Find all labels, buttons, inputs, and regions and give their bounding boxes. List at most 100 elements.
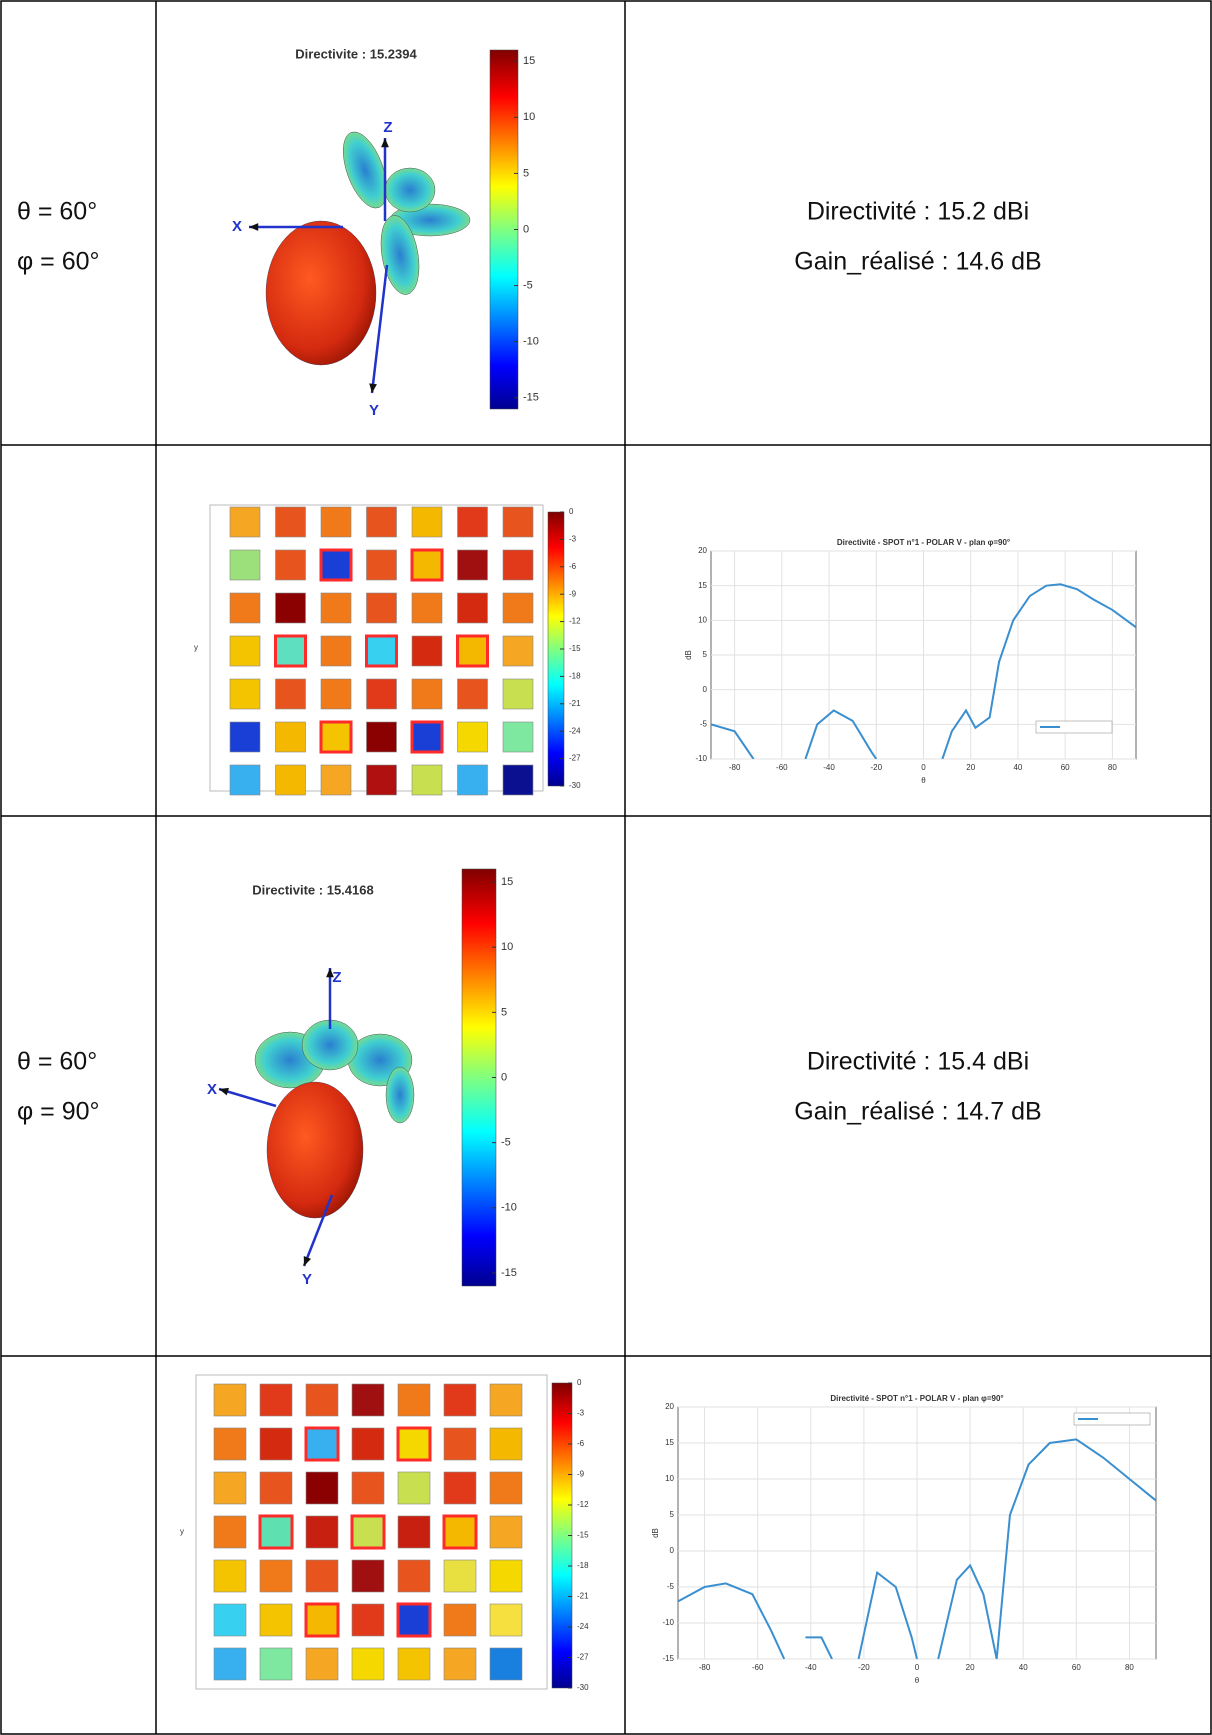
pattern-title: Directivite : 15.4168 xyxy=(252,882,373,897)
colorbar-tick-label: -6 xyxy=(577,1439,585,1448)
array-element xyxy=(443,1559,477,1593)
array-element xyxy=(304,1602,340,1638)
array-element xyxy=(502,549,534,581)
array-element xyxy=(229,549,261,581)
array-element xyxy=(443,1471,477,1505)
map-y-label: y xyxy=(194,643,198,652)
colorbar-tick-label: -24 xyxy=(577,1622,589,1631)
array-element xyxy=(305,1515,339,1549)
array-element xyxy=(456,634,489,668)
array-element xyxy=(320,764,352,796)
x-tick-label: 20 xyxy=(966,1663,975,1672)
arrow-head xyxy=(303,1256,312,1266)
axis-arrow xyxy=(302,1194,334,1267)
colorbar-tick-label: -30 xyxy=(577,1683,589,1692)
colorbar-tick-label: -9 xyxy=(577,1470,585,1479)
array-element xyxy=(259,1647,293,1681)
array-element xyxy=(366,721,397,753)
arrow-head xyxy=(369,383,377,393)
x-tick-label: 40 xyxy=(1019,1663,1028,1672)
array-element xyxy=(443,1427,477,1461)
array-element xyxy=(366,506,397,538)
array-element xyxy=(351,1647,385,1681)
y-tick-label: -5 xyxy=(667,1582,675,1591)
array-element xyxy=(397,1515,431,1549)
y-tick-label: 5 xyxy=(703,650,708,659)
array-element xyxy=(229,592,261,624)
y-tick-label: 5 xyxy=(670,1510,675,1519)
y-tick-label: -5 xyxy=(700,719,708,728)
array-element xyxy=(442,1514,478,1550)
array-element xyxy=(366,592,397,624)
array-element xyxy=(275,678,306,710)
plot-title: Directivité - SPOT n°1 - POLAR V - plan … xyxy=(837,538,1010,547)
colorbar-tick-label: -30 xyxy=(569,781,581,790)
result-text: Gain_réalisé : 14.7 dB xyxy=(794,1098,1041,1126)
array-element xyxy=(457,678,488,710)
array-element xyxy=(502,678,534,710)
array-element xyxy=(213,1383,247,1417)
array-element xyxy=(411,592,443,624)
array-element xyxy=(213,1471,247,1505)
x-tick-label: -80 xyxy=(729,763,741,772)
array-element xyxy=(396,1426,432,1462)
y-axis-label: dB xyxy=(684,650,693,660)
map-y-label: y xyxy=(180,1527,184,1536)
lobes-row-0 xyxy=(265,131,471,366)
array-element xyxy=(489,1383,523,1417)
array-element xyxy=(320,678,352,710)
x-tick-label: 80 xyxy=(1125,1663,1134,1672)
angle-label: θ = 60° xyxy=(17,1048,97,1076)
x-tick-label: 0 xyxy=(921,763,926,772)
axis-letter: Z xyxy=(383,119,392,136)
array-element xyxy=(275,721,306,753)
axis-letter: X xyxy=(207,1081,217,1098)
colorbar-tick-label: -27 xyxy=(577,1653,589,1662)
array-element xyxy=(502,506,534,538)
array-element xyxy=(397,1647,431,1681)
x-tick-label: -80 xyxy=(699,1663,711,1672)
array-element xyxy=(259,1383,293,1417)
colorbar-tick-label: -6 xyxy=(569,562,577,571)
array-element xyxy=(351,1603,385,1637)
colorbar-tick-label: -3 xyxy=(569,535,577,544)
legend-box xyxy=(1035,720,1113,734)
array-element xyxy=(351,1383,385,1417)
array-element xyxy=(489,1603,523,1637)
x-tick-label: 40 xyxy=(1013,763,1022,772)
axis-arrow xyxy=(370,264,389,394)
array-element xyxy=(213,1647,247,1681)
array-element xyxy=(275,592,306,624)
array-element xyxy=(229,506,261,538)
array-element xyxy=(411,678,443,710)
array-element xyxy=(319,548,353,582)
array-element xyxy=(213,1603,247,1637)
colorbar-tick-label: -18 xyxy=(569,672,581,681)
array-element xyxy=(489,1647,523,1681)
colorbar-tick-label: 0 xyxy=(501,1071,507,1083)
array-element xyxy=(259,1471,293,1505)
array-element xyxy=(397,1383,431,1417)
colorbar-tick-label: -21 xyxy=(577,1592,589,1601)
array-element xyxy=(443,1383,477,1417)
x-axis-label: θ xyxy=(915,1676,920,1685)
array-element xyxy=(457,721,488,753)
colorbar-tick-label: -10 xyxy=(523,336,539,348)
x-tick-label: 0 xyxy=(915,1663,920,1672)
axis-letter: X xyxy=(232,218,242,235)
array-element xyxy=(351,1471,385,1505)
array-element xyxy=(304,1426,340,1462)
array-element xyxy=(229,764,261,796)
colorbar-tick-label: -18 xyxy=(577,1561,589,1570)
colorbar-tick-label: 0 xyxy=(577,1378,582,1387)
colorbar-tick-label: 0 xyxy=(523,223,529,235)
result-text: Gain_réalisé : 14.6 dB xyxy=(794,248,1041,276)
array-element xyxy=(411,506,443,538)
colorbar-tick-label: 15 xyxy=(501,876,513,888)
y-tick-label: 20 xyxy=(665,1402,674,1411)
y-tick-label: 20 xyxy=(698,546,707,555)
array-element xyxy=(457,764,488,796)
array-element xyxy=(320,506,352,538)
array-element xyxy=(275,764,306,796)
